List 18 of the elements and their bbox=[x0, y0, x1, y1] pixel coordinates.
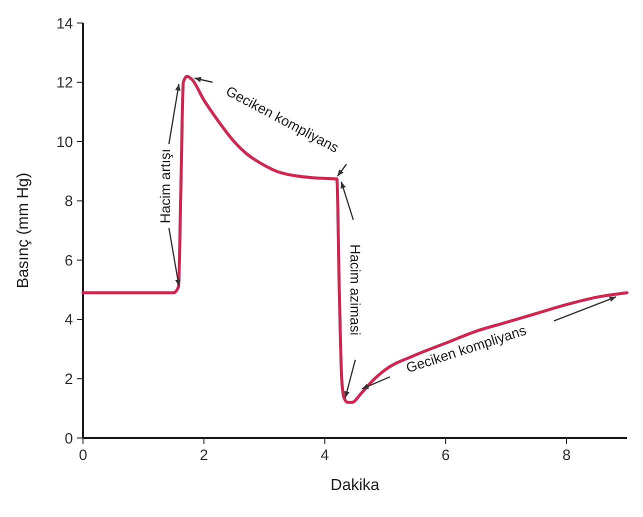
annotation: Hacim artışı bbox=[156, 148, 173, 224]
x-tick-label: 0 bbox=[78, 447, 88, 464]
y-tick-label: 8 bbox=[64, 193, 73, 210]
x-axis-title: Dakika bbox=[330, 477, 380, 494]
x-tick-label: 4 bbox=[320, 447, 329, 464]
line-series bbox=[82, 74, 628, 404]
x-tick-label: 2 bbox=[200, 447, 208, 464]
y-tick-label: 6 bbox=[64, 252, 73, 270]
y-axis-title: Basınç (mm Hg) bbox=[15, 172, 32, 288]
x-tick-label: 6 bbox=[441, 447, 450, 464]
y-tick-label: 12 bbox=[56, 74, 73, 92]
annotation: Hacim azimasi bbox=[347, 244, 364, 336]
y-tick-label: 14 bbox=[56, 15, 73, 32]
y-tick-label: 2 bbox=[64, 370, 73, 388]
y-tick-label: 0 bbox=[64, 430, 73, 448]
y-tick-label: 10 bbox=[56, 134, 73, 151]
y-tick-label: 4 bbox=[64, 312, 73, 329]
x-tick-label: 8 bbox=[562, 447, 571, 464]
